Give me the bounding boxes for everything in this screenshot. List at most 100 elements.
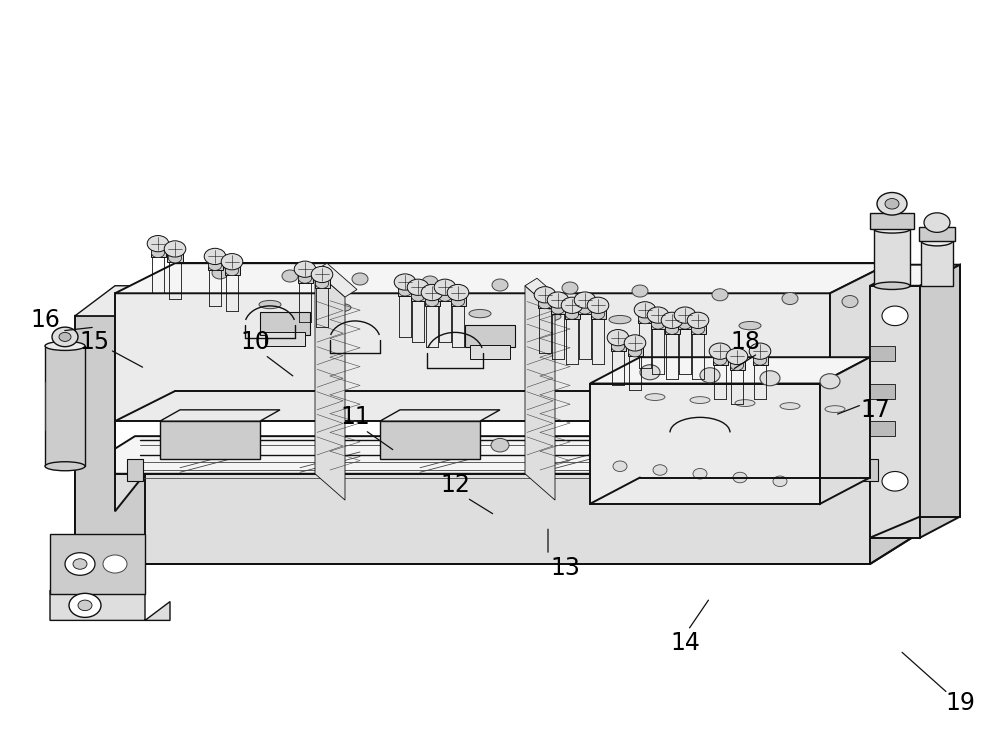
Circle shape: [687, 312, 709, 329]
Polygon shape: [315, 271, 345, 500]
Circle shape: [753, 355, 767, 365]
Circle shape: [733, 472, 747, 483]
Circle shape: [842, 296, 858, 308]
Polygon shape: [920, 265, 960, 538]
Circle shape: [315, 278, 329, 289]
Bar: [465, 325, 515, 347]
Bar: [578, 305, 592, 314]
Ellipse shape: [739, 322, 761, 330]
Bar: [298, 274, 312, 283]
Circle shape: [613, 461, 627, 472]
Circle shape: [691, 324, 705, 335]
Bar: [224, 266, 240, 275]
Bar: [411, 292, 426, 301]
Circle shape: [59, 332, 71, 341]
Circle shape: [841, 441, 859, 454]
Polygon shape: [525, 278, 567, 312]
Ellipse shape: [259, 300, 281, 309]
Circle shape: [407, 279, 429, 296]
Circle shape: [294, 261, 316, 277]
Circle shape: [885, 199, 899, 209]
Text: 11: 11: [340, 405, 370, 429]
Circle shape: [69, 593, 101, 617]
Ellipse shape: [825, 405, 845, 412]
Bar: [208, 261, 222, 270]
Ellipse shape: [735, 400, 755, 407]
Bar: [628, 347, 643, 356]
Polygon shape: [75, 436, 930, 474]
Polygon shape: [380, 410, 500, 421]
Circle shape: [820, 374, 840, 389]
Bar: [470, 345, 510, 359]
Circle shape: [591, 309, 605, 320]
Circle shape: [693, 468, 707, 479]
Circle shape: [151, 247, 165, 258]
Circle shape: [628, 347, 642, 357]
Bar: [870, 421, 895, 436]
Bar: [398, 287, 413, 296]
Circle shape: [561, 297, 583, 314]
Text: 14: 14: [670, 631, 700, 655]
Polygon shape: [115, 293, 830, 421]
Circle shape: [434, 279, 456, 296]
Circle shape: [425, 296, 439, 307]
Polygon shape: [160, 410, 280, 421]
Circle shape: [538, 299, 552, 309]
Circle shape: [709, 343, 731, 359]
Circle shape: [653, 465, 667, 475]
Bar: [590, 310, 606, 319]
Circle shape: [665, 324, 679, 335]
Ellipse shape: [874, 282, 910, 290]
Bar: [265, 332, 305, 346]
Polygon shape: [75, 474, 870, 564]
Polygon shape: [870, 265, 960, 286]
Circle shape: [103, 555, 127, 573]
Circle shape: [587, 297, 609, 314]
Circle shape: [711, 438, 729, 452]
Bar: [678, 320, 693, 329]
Circle shape: [422, 276, 438, 288]
Ellipse shape: [780, 402, 800, 409]
Circle shape: [640, 365, 660, 380]
Bar: [730, 361, 744, 370]
Circle shape: [73, 559, 87, 569]
Polygon shape: [830, 263, 890, 421]
Polygon shape: [160, 421, 260, 459]
Circle shape: [760, 371, 780, 386]
Bar: [127, 459, 143, 481]
Bar: [167, 253, 182, 262]
Ellipse shape: [45, 462, 85, 471]
Circle shape: [924, 213, 950, 232]
Circle shape: [398, 286, 412, 296]
Circle shape: [411, 291, 425, 302]
Bar: [870, 384, 895, 399]
Circle shape: [212, 267, 228, 279]
Circle shape: [634, 302, 656, 318]
Circle shape: [611, 341, 625, 352]
Bar: [870, 213, 914, 229]
Circle shape: [352, 273, 368, 285]
Bar: [638, 314, 653, 323]
Polygon shape: [820, 357, 870, 504]
Circle shape: [661, 312, 683, 329]
Circle shape: [607, 329, 629, 346]
Circle shape: [438, 291, 452, 302]
Polygon shape: [75, 316, 145, 564]
Circle shape: [773, 476, 787, 487]
Polygon shape: [590, 357, 870, 384]
Ellipse shape: [645, 394, 665, 401]
Polygon shape: [75, 286, 155, 316]
Circle shape: [678, 319, 692, 329]
Polygon shape: [870, 436, 930, 564]
Circle shape: [547, 292, 569, 308]
Bar: [651, 320, 666, 329]
Ellipse shape: [690, 397, 710, 403]
Circle shape: [574, 292, 596, 308]
Circle shape: [78, 600, 92, 611]
Circle shape: [713, 355, 727, 365]
Circle shape: [147, 235, 169, 252]
Bar: [862, 459, 878, 481]
Circle shape: [700, 368, 720, 383]
Text: 16: 16: [30, 308, 60, 332]
Bar: [690, 325, 706, 334]
